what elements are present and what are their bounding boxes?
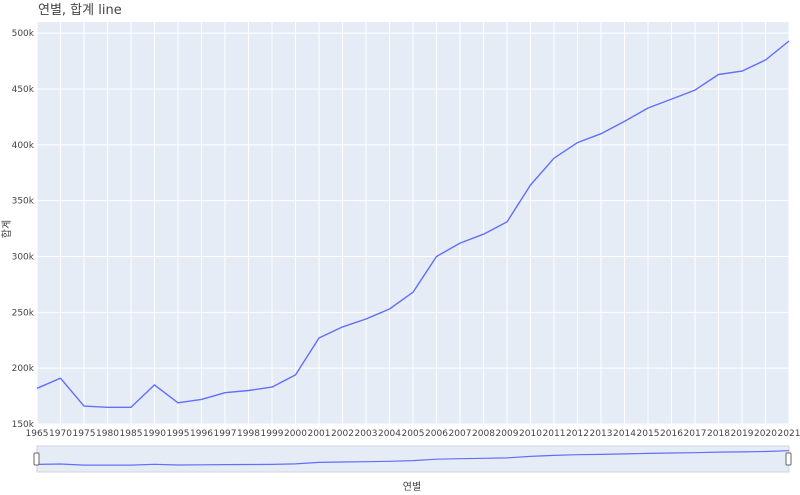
x-tick-label: 2007 (449, 429, 472, 439)
x-tick-label: 1980 (96, 429, 119, 439)
y-tick-label: 300k (12, 253, 35, 263)
x-tick-label: 2009 (496, 429, 519, 439)
range-slider-series-line (36, 450, 790, 466)
x-tick-label: 1997 (214, 429, 237, 439)
y-tick-label: 200k (12, 364, 35, 374)
x-tick-label: 2001 (308, 429, 331, 439)
y-tick-label: 500k (12, 29, 35, 39)
x-tick-label: 2004 (378, 429, 401, 439)
x-tick-label: 1998 (237, 429, 260, 439)
x-tick-label: 2017 (684, 429, 707, 439)
range-slider-right-handle[interactable] (785, 452, 792, 466)
x-tick-label: 2019 (731, 429, 754, 439)
y-tick-label: 400k (12, 141, 35, 151)
x-tick-label: 2002 (331, 429, 354, 439)
x-tick-label: 2011 (543, 429, 566, 439)
x-tick-label: 2008 (472, 429, 495, 439)
range-slider-background (36, 445, 790, 473)
x-tick-label: 2006 (425, 429, 448, 439)
x-tick-label: 2000 (284, 429, 307, 439)
y-tick-label: 450k (12, 85, 35, 95)
x-tick-label: 1996 (190, 429, 213, 439)
x-tick-label: 1995 (167, 429, 190, 439)
x-tick-label: 1999 (261, 429, 284, 439)
y-axis-title: 합계 (1, 220, 13, 238)
chart-title: 연별, 합계 line (38, 3, 122, 18)
range-slider-left-handle[interactable] (33, 452, 40, 466)
x-tick-label: 2021 (778, 429, 800, 439)
range-slider[interactable] (33, 445, 792, 473)
x-tick-label: 2012 (566, 429, 589, 439)
y-tick-label: 350k (12, 197, 35, 207)
x-tick-label: 1990 (143, 429, 166, 439)
x-tick-label: 1975 (73, 429, 96, 439)
x-tick-label: 1970 (49, 429, 72, 439)
x-tick-label: 2003 (355, 429, 378, 439)
x-tick-label: 2014 (613, 429, 636, 439)
x-tick-label: 2016 (660, 429, 683, 439)
x-tick-label: 2018 (707, 429, 730, 439)
x-tick-label: 2015 (637, 429, 660, 439)
y-tick-label: 150k (12, 420, 35, 430)
x-tick-label: 2010 (519, 429, 542, 439)
x-tick-label: 2013 (590, 429, 613, 439)
y-tick-label: 250k (12, 308, 35, 318)
y-axis: 150k 200k 250k 300k 350k 400k 450k 500k (12, 29, 35, 430)
x-axis: 1965 1970 1975 1980 1985 1990 1995 1996 1997 1998… (26, 429, 800, 439)
series-line (36, 40, 790, 408)
series-layer (36, 40, 790, 408)
x-axis-title: 연별 (403, 481, 421, 493)
x-tick-label: 1965 (26, 429, 49, 439)
x-tick-label: 2020 (754, 429, 777, 439)
x-tick-label: 2005 (402, 429, 425, 439)
grid-lines (36, 22, 790, 425)
x-tick-label: 1985 (120, 429, 143, 439)
